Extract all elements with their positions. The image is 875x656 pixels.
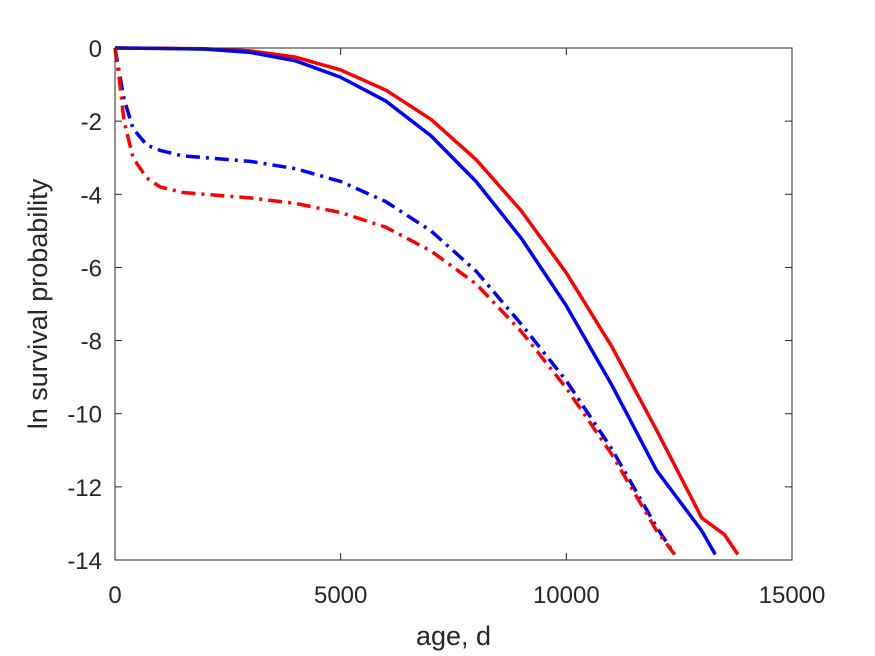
x-tick-label: 10000 <box>533 582 600 609</box>
x-tick-label: 5000 <box>314 582 367 609</box>
tick-layer: 0 5000 10000 15000 0 -2 -4 -6 -8 -10 -12 -14 <box>67 36 825 609</box>
series-layer <box>113 46 740 556</box>
x-tick-label: 15000 <box>759 582 826 609</box>
y-tick-label: -12 <box>67 475 102 502</box>
x-axis-label: age, d <box>416 621 491 651</box>
y-tick-label: -4 <box>81 182 102 209</box>
y-tick-label: -14 <box>67 548 102 575</box>
y-tick-label: 0 <box>89 36 102 63</box>
y-tick-label: -6 <box>81 255 102 282</box>
y-tick-label: -8 <box>81 329 102 356</box>
plot-area <box>115 48 792 560</box>
plot-frame <box>114 47 793 561</box>
x-tick-label: 0 <box>108 582 121 609</box>
y-axis-label: ln survival probability <box>23 178 53 429</box>
y-tick-label: -10 <box>67 402 102 429</box>
y-tick-label: -2 <box>81 109 102 136</box>
series-line-2 <box>114 46 717 556</box>
